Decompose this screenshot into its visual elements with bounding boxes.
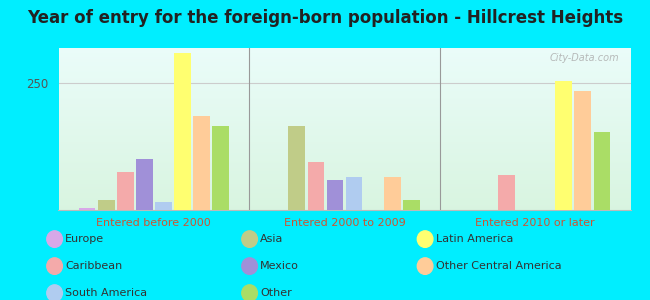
Text: Asia: Asia bbox=[260, 234, 283, 244]
Text: Year of entry for the foreign-born population - Hillcrest Heights: Year of entry for the foreign-born popul… bbox=[27, 9, 623, 27]
Text: City-Data.com: City-Data.com bbox=[549, 53, 619, 63]
Text: Mexico: Mexico bbox=[260, 261, 299, 271]
Bar bbox=[193, 116, 210, 210]
Bar bbox=[79, 208, 96, 210]
Bar bbox=[289, 127, 306, 210]
Bar bbox=[326, 180, 343, 210]
Bar bbox=[555, 81, 572, 210]
Bar bbox=[212, 127, 229, 210]
Bar bbox=[403, 200, 420, 210]
Text: Latin America: Latin America bbox=[436, 234, 513, 244]
Bar bbox=[575, 91, 592, 210]
Text: Caribbean: Caribbean bbox=[65, 261, 122, 271]
Bar bbox=[384, 177, 400, 210]
Bar bbox=[98, 200, 114, 210]
Bar bbox=[593, 131, 610, 210]
Bar bbox=[155, 202, 172, 210]
Bar bbox=[498, 175, 515, 210]
Text: South America: South America bbox=[65, 288, 147, 298]
Bar bbox=[307, 162, 324, 210]
Bar bbox=[117, 172, 134, 210]
Bar bbox=[346, 177, 363, 210]
Bar bbox=[174, 53, 191, 210]
Text: Other: Other bbox=[260, 288, 292, 298]
Bar bbox=[136, 159, 153, 210]
Text: Europe: Europe bbox=[65, 234, 104, 244]
Text: Other Central America: Other Central America bbox=[436, 261, 561, 271]
